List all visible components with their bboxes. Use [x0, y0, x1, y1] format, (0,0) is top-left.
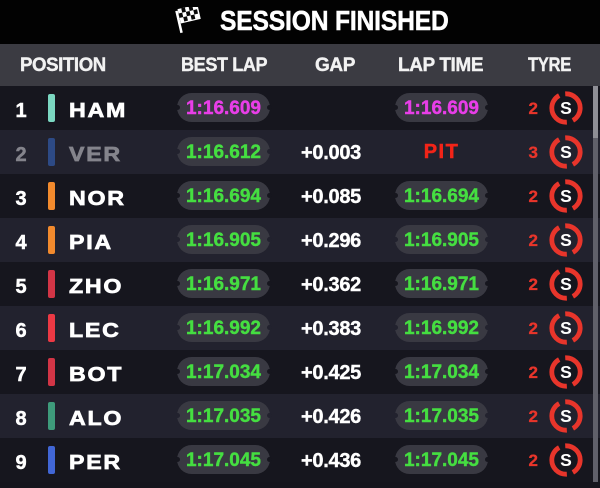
svg-text:S: S — [560, 318, 572, 338]
svg-text:S: S — [560, 186, 572, 206]
svg-text:S: S — [560, 274, 572, 294]
svg-text:S: S — [560, 450, 572, 470]
svg-text:S: S — [560, 406, 572, 426]
svg-text:S: S — [560, 98, 572, 118]
svg-text:S: S — [560, 362, 572, 382]
svg-text:S: S — [560, 142, 572, 162]
svg-text:S: S — [560, 230, 572, 250]
